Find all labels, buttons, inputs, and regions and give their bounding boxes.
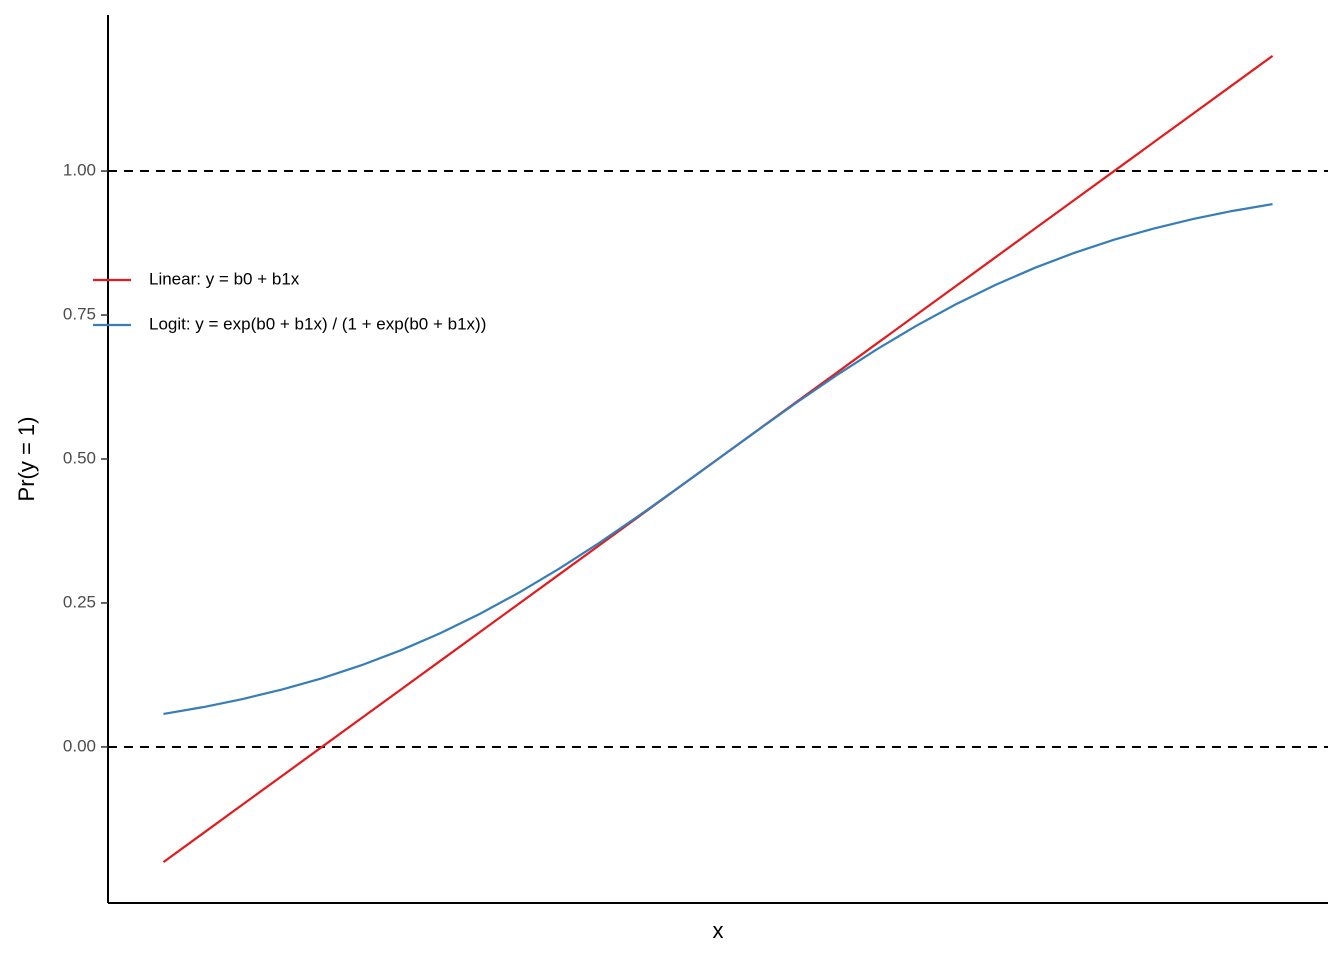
y-tick-label: 0.50 (63, 448, 96, 467)
y-tick-label: 1.00 (63, 161, 96, 180)
legend-label: Logit: y = exp(b0 + b1x) / (1 + exp(b0 +… (149, 314, 486, 333)
series-line (163, 202, 1273, 716)
y-tick-label: 0.25 (63, 592, 96, 611)
y-tick-label: 0.00 (63, 736, 96, 755)
x-axis-label: x (713, 918, 724, 943)
y-tick-label: 0.75 (63, 305, 96, 324)
legend-label: Linear: y = b0 + b1x (149, 269, 300, 288)
y-axis-label: Pr(y = 1) (14, 417, 39, 502)
